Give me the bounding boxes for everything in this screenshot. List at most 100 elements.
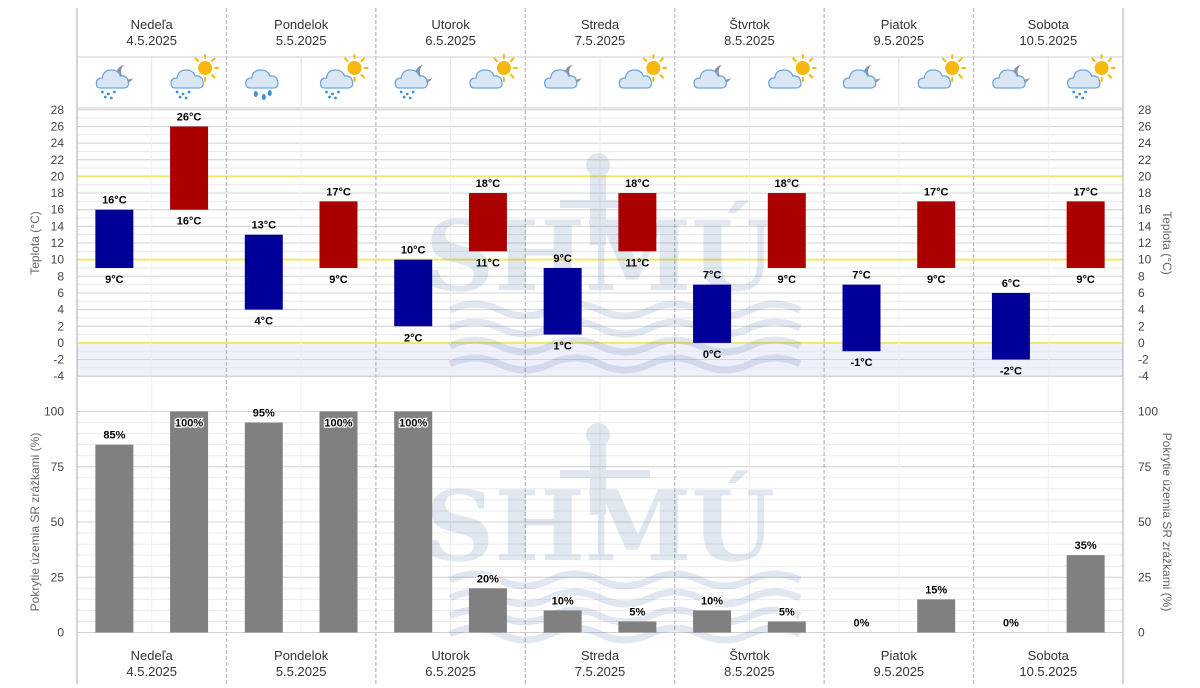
night-precip-bar [693,610,732,633]
night-precip-label: 85% [103,430,125,442]
temp-tick-right: 22 [1138,153,1152,167]
temp-tick-right: 14 [1138,219,1152,233]
rain-cloud-icon [245,69,279,100]
night-cloud-moon-icon [992,65,1030,89]
watermark-wave [448,354,802,374]
temp-tick-left: -4 [53,369,64,383]
night-temp-bar [95,209,134,268]
cloud-glyph [618,69,653,89]
day-high-label: 18°C [476,178,501,190]
shmu-watermark: SHMÚ [425,153,802,374]
cloud-glyph [768,69,802,89]
day-precip-label: 15% [925,584,947,596]
footer-day-name: Sobota [1028,648,1070,663]
cloud-glyph [170,69,204,89]
cloud-glyph [394,69,429,89]
temp-tick-left: 14 [51,219,65,233]
footer-day-name: Utorok [431,648,470,663]
night-low-label: -2°C [1000,366,1022,378]
night-precip-label: 95% [253,408,275,420]
watermark-cup [586,153,610,177]
temp-tick-right: -2 [1138,353,1149,367]
night-low-label: 0°C [703,349,722,361]
day-low-label: 9°C [778,274,797,286]
day-rain-sun-cloud-icon [1066,54,1116,100]
temp-tick-right: 18 [1138,186,1152,200]
night-temp-bar [394,259,433,327]
night-precip-label: 10% [701,595,723,607]
drops-glyph [325,90,340,100]
temp-tick-left: -2 [53,353,64,367]
temp-tick-right: 8 [1138,269,1145,283]
day-high-label: 26°C [177,111,202,123]
day-low-label: 9°C [927,274,946,286]
temp-tick-left: 8 [57,269,64,283]
day-date: 8.5.2025 [724,33,775,48]
night-low-label: -1°C [850,357,872,369]
day-rain-sun-cloud-icon [170,54,220,100]
precip-tick-right: 75 [1138,460,1152,474]
day-rain-sun-cloud-icon [319,54,369,100]
day-low-label: 16°C [177,216,202,228]
night-cloud-icon [842,65,881,89]
cloud-glyph [319,69,354,89]
watermark-wave [448,336,802,356]
temp-tick-left: 26 [51,119,65,133]
day-name: Piatok [881,17,918,32]
temp-tick-right: 10 [1138,253,1152,267]
precip-tick-right: 25 [1138,570,1152,584]
night-rain-cloud-icon [394,65,433,100]
cloud-glyph [469,69,503,89]
temp-tick-left: 16 [51,203,65,217]
day-date: 10.5.2025 [1019,33,1077,48]
footer-day-name: Nedeľa [131,648,174,663]
day-precip-bar [917,599,956,633]
temp-tick-right: 28 [1138,103,1152,117]
footer-day-date: 5.5.2025 [276,664,327,679]
temp-tick-left: 18 [51,186,65,200]
day-temp-bar [468,193,507,252]
day-precip-label: 5% [629,606,645,618]
footer-day-date: 6.5.2025 [425,664,476,679]
day-high-label: 17°C [1073,186,1098,198]
day-low-label: 9°C [329,274,348,286]
temp-tick-right: 16 [1138,203,1152,217]
night-low-label: 4°C [255,316,274,328]
precip-tick-right: 100 [1138,405,1158,419]
watermark-arm [560,470,650,478]
night-temp-bar [244,234,283,310]
night-precip-bar [95,444,134,633]
day-temp-bar [170,126,209,210]
night-high-label: 16°C [102,195,127,207]
day-date: 5.5.2025 [276,33,327,48]
day-name: Streda [581,17,620,32]
footer-day-date: 7.5.2025 [575,664,626,679]
day-high-label: 18°C [625,178,650,190]
day-precip-label: 5% [779,606,795,618]
precip-tick-left: 75 [51,460,65,474]
temp-tick-right: 24 [1138,136,1152,150]
drops-glyph [1072,90,1088,100]
temp-tick-right: 4 [1138,303,1145,317]
day-temp-bar [618,193,657,252]
footer-day-date: 9.5.2025 [874,664,925,679]
night-precip-bar [394,411,433,633]
night-high-label: 7°C [852,270,871,282]
temp-tick-left: 28 [51,103,65,117]
night-high-label: 7°C [703,270,722,282]
cloud-glyph [1066,69,1101,89]
watermark-mast [590,445,606,515]
day-precip-label: 35% [1075,540,1097,552]
night-precip-bar [543,610,582,633]
precip-tick-right: 0 [1138,626,1145,640]
sun-cloud-icon [768,54,817,89]
temp-tick-right: 0 [1138,336,1145,350]
night-cloud-icon [543,65,582,89]
temp-tick-left: 22 [51,153,65,167]
cloud-glyph [245,69,279,89]
night-high-label: 10°C [401,245,426,257]
day-precip-label: 100% [324,418,352,430]
day-temp-bar [767,193,806,268]
watermark-wave [448,624,802,644]
day-precip-bar [618,621,657,633]
